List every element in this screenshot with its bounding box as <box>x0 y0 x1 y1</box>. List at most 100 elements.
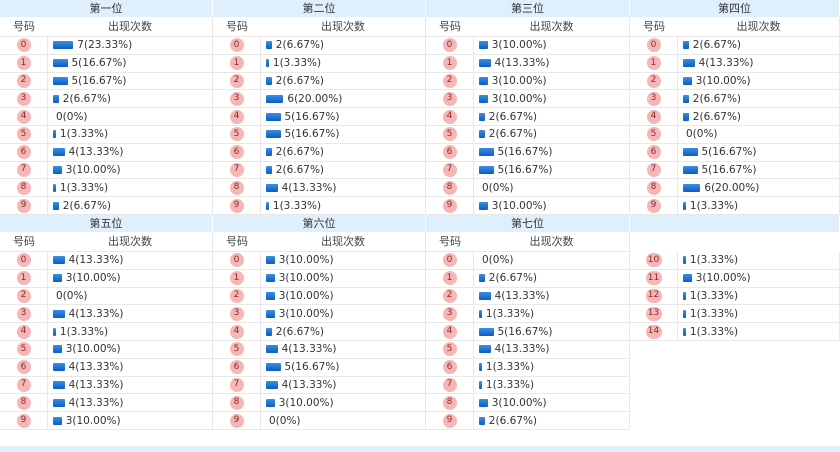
number-cell: 13 <box>630 305 678 323</box>
number-ball: 9 <box>646 198 661 213</box>
count-cell: 2(6.67%) <box>474 412 629 429</box>
count-cell: 5(16.67%) <box>678 162 839 179</box>
frequency-bar <box>266 94 284 103</box>
frequency-bar <box>479 380 482 389</box>
frequency-text: 1(3.33%) <box>485 307 535 320</box>
position-title <box>630 215 840 232</box>
frequency-row: 9 0(0%) <box>213 412 426 430</box>
count-cell: 3(10.00%) <box>261 252 425 269</box>
frequency-row: 9 1(3.33%) <box>630 197 840 215</box>
frequency-bar <box>266 165 272 174</box>
number-cell: 4 <box>426 323 474 340</box>
frequency-row: 3 3(10.00%) <box>213 305 426 324</box>
frequency-text: 5(16.67%) <box>701 146 757 159</box>
frequency-row: 4 2(6.67%) <box>426 108 630 126</box>
number-cell: 7 <box>426 161 474 179</box>
count-cell: 4(13.33%) <box>48 144 212 161</box>
number-cell: 9 <box>630 197 678 214</box>
count-cell: 1(3.33%) <box>678 197 839 214</box>
number-ball: 5 <box>229 127 244 142</box>
number-cell: 9 <box>213 412 261 429</box>
count-cell: 3(10.00%) <box>48 162 212 179</box>
frequency-text: 5(16.67%) <box>284 128 340 141</box>
count-cell: 3(10.00%) <box>474 37 629 54</box>
frequency-row: 9 2(6.67%) <box>0 197 213 215</box>
frequency-row: 0 7(23.33%) <box>0 37 213 55</box>
frequency-bar <box>683 183 701 192</box>
count-cell: 2(6.67%) <box>678 90 839 107</box>
count-cell: 1(3.33%) <box>48 179 212 196</box>
number-ball: 6 <box>442 145 457 160</box>
frequency-bar <box>266 130 281 139</box>
frequency-row: 8 4(13.33%) <box>213 179 426 198</box>
frequency-bar <box>683 327 686 336</box>
frequency-text: 0(0%) <box>686 128 718 141</box>
count-cell: 0(0%) <box>474 252 629 269</box>
number-cell: 3 <box>213 90 261 108</box>
frequency-bar <box>479 201 488 210</box>
frequency-text: 6(20.00%) <box>287 92 343 105</box>
frequency-row: 6 5(16.67%) <box>426 143 630 162</box>
column-header-number: 号码 <box>13 20 35 33</box>
number-cell: 2 <box>0 287 48 305</box>
frequency-text: 0(0%) <box>482 254 514 267</box>
column-header-count: 出现次数 <box>736 20 781 33</box>
frequency-bar <box>53 345 62 354</box>
frequency-row: 0 3(10.00%) <box>213 252 426 270</box>
frequency-row: 6 1(3.33%) <box>426 358 630 377</box>
frequency-text: 3(10.00%) <box>491 396 547 409</box>
column-headers: 号码 出现次数 <box>0 232 213 252</box>
frequency-text: 2(6.67%) <box>488 414 538 427</box>
frequency-text: 0(0%) <box>56 289 88 302</box>
frequency-row: 3 2(6.67%) <box>0 90 213 109</box>
frequency-row: 1 3(10.00%) <box>213 269 426 288</box>
count-cell: 5(16.67%) <box>261 108 425 125</box>
number-ball: 0 <box>16 253 31 268</box>
count-cell: 6(20.00%) <box>678 179 839 196</box>
count-cell: 4(13.33%) <box>678 55 839 72</box>
number-ball: 0 <box>229 38 244 53</box>
frequency-row: 0 2(6.67%) <box>213 37 426 55</box>
position-title: 第三位 <box>426 0 630 17</box>
count-cell: 2(6.67%) <box>678 37 839 54</box>
number-cell: 3 <box>0 305 48 323</box>
frequency-bar <box>266 183 278 192</box>
number-ball: 7 <box>229 377 244 392</box>
frequency-row: 8 3(10.00%) <box>213 394 426 413</box>
column-header-number: 号码 <box>439 235 461 248</box>
count-cell: 1(3.33%) <box>474 377 629 394</box>
number-cell: 0 <box>0 252 48 269</box>
number-cell: 4 <box>0 323 48 340</box>
position-block: 第二位 号码 出现次数 0 2(6.67%) 1 1(3.33%) 2 2(6.67%) 3 6(2… <box>213 0 426 215</box>
number-ball: 5 <box>16 127 31 142</box>
position-title: 第二位 <box>213 0 426 17</box>
count-cell: 5(16.67%) <box>678 144 839 161</box>
number-ball: 2 <box>229 288 244 303</box>
frequency-row: 5 1(3.33%) <box>0 125 213 144</box>
frequency-text: 4(13.33%) <box>281 343 337 356</box>
frequency-bar <box>683 274 692 283</box>
frequency-row: 7 5(16.67%) <box>426 161 630 180</box>
frequency-row: 13 1(3.33%) <box>630 305 840 324</box>
frequency-text: 5(16.67%) <box>284 110 340 123</box>
number-cell: 10 <box>630 252 678 269</box>
frequency-text: 2(6.67%) <box>488 128 538 141</box>
frequency-text: 4(13.33%) <box>68 307 124 320</box>
position-title: 第七位 <box>426 215 630 232</box>
frequency-row: 1 4(13.33%) <box>630 54 840 73</box>
frequency-row: 1 2(6.67%) <box>426 269 630 288</box>
number-cell: 7 <box>213 161 261 179</box>
column-headers: 号码 出现次数 <box>426 232 630 252</box>
number-cell: 0 <box>213 252 261 269</box>
frequency-bar <box>266 112 281 121</box>
position-title: 第一位 <box>0 0 213 17</box>
number-ball: 1 <box>646 56 661 71</box>
number-cell: 7 <box>213 376 261 394</box>
frequency-bar <box>683 291 686 300</box>
number-cell: 14 <box>630 323 678 340</box>
frequency-bar <box>266 327 272 336</box>
count-cell: 3(10.00%) <box>474 90 629 107</box>
number-ball: 1 <box>442 56 457 71</box>
frequency-bar <box>266 345 278 354</box>
number-ball: 4 <box>229 109 244 124</box>
